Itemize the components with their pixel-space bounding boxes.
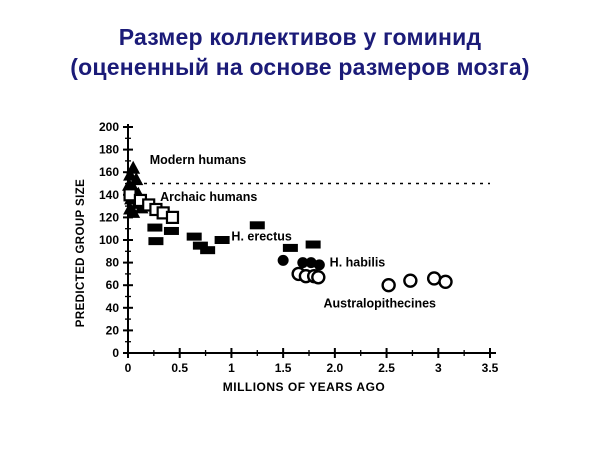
x-axis-title: MILLIONS OF YEARS AGO (223, 380, 386, 394)
series-label-h-habilis: H. habilis (330, 256, 386, 270)
y-axis-title: PREDICTED GROUP SIZE (75, 179, 87, 327)
data-point-h-erectus (147, 223, 163, 232)
data-point-h-erectus (186, 232, 202, 241)
series-label-australopithecines: Australopithecines (323, 296, 436, 310)
y-tick-label: 80 (106, 256, 120, 270)
data-point-archaic-humans (165, 210, 180, 224)
y-tick-label: 40 (106, 301, 120, 315)
data-point-australopithecines (438, 274, 453, 290)
x-tick-label: 3.5 (482, 361, 499, 375)
x-tick-label: 1.5 (275, 361, 292, 375)
series-label-h-erectus: H. erectus (231, 230, 291, 244)
data-point-h-habilis (313, 259, 325, 271)
y-tick-label: 160 (99, 165, 119, 179)
y-tick-label: 0 (112, 346, 119, 360)
x-tick-label: 3 (435, 361, 442, 375)
y-tick-label: 100 (99, 233, 119, 247)
y-tick-label: 20 (106, 323, 120, 337)
data-point-h-erectus (200, 246, 216, 255)
y-tick-label: 120 (99, 210, 119, 224)
slide-title-line1: Размер коллективов у гоминид (118, 24, 482, 50)
data-point-h-erectus (249, 221, 265, 230)
series-label-modern-humans: Modern humans (150, 153, 247, 167)
y-tick-label: 180 (99, 143, 119, 157)
data-point-h-erectus (192, 241, 208, 250)
slide-title-line2: (оцененный на основе размеров мозга) (70, 54, 530, 81)
series-label-archaic-humans: Archaic humans (160, 190, 257, 204)
x-tick-label: 1 (228, 361, 235, 375)
y-tick-label: 60 (106, 278, 120, 292)
y-tick-label: 140 (99, 188, 119, 202)
data-point-australopithecines (311, 270, 326, 285)
x-tick-label: 2.0 (327, 361, 344, 375)
data-point-h-erectus (148, 237, 164, 246)
slide-title: Размер коллективов у гоминид (оцененный … (0, 22, 600, 83)
data-point-australopithecines (403, 273, 418, 288)
data-point-australopithecines (426, 271, 442, 286)
data-point-h-habilis (297, 257, 309, 269)
data-point-h-erectus (214, 236, 230, 244)
x-tick-label: 2.5 (378, 361, 395, 375)
data-point-australopithecines (381, 278, 396, 293)
data-point-h-habilis (277, 254, 289, 266)
data-point-h-erectus (305, 240, 321, 249)
data-point-h-erectus (282, 243, 298, 252)
x-tick-label: 0.5 (171, 361, 188, 375)
data-point-modern-humans (129, 172, 144, 186)
data-point-h-erectus (163, 226, 179, 235)
data-point-modern-humans (126, 204, 141, 218)
data-point-h-habilis (305, 257, 317, 269)
y-tick-label: 200 (99, 120, 119, 134)
x-tick-label: 0 (125, 361, 132, 375)
